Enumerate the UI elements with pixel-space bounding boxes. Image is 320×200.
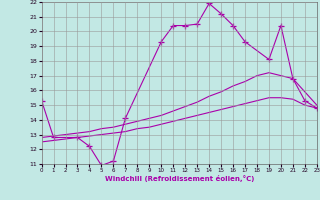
X-axis label: Windchill (Refroidissement éolien,°C): Windchill (Refroidissement éolien,°C) <box>105 175 254 182</box>
